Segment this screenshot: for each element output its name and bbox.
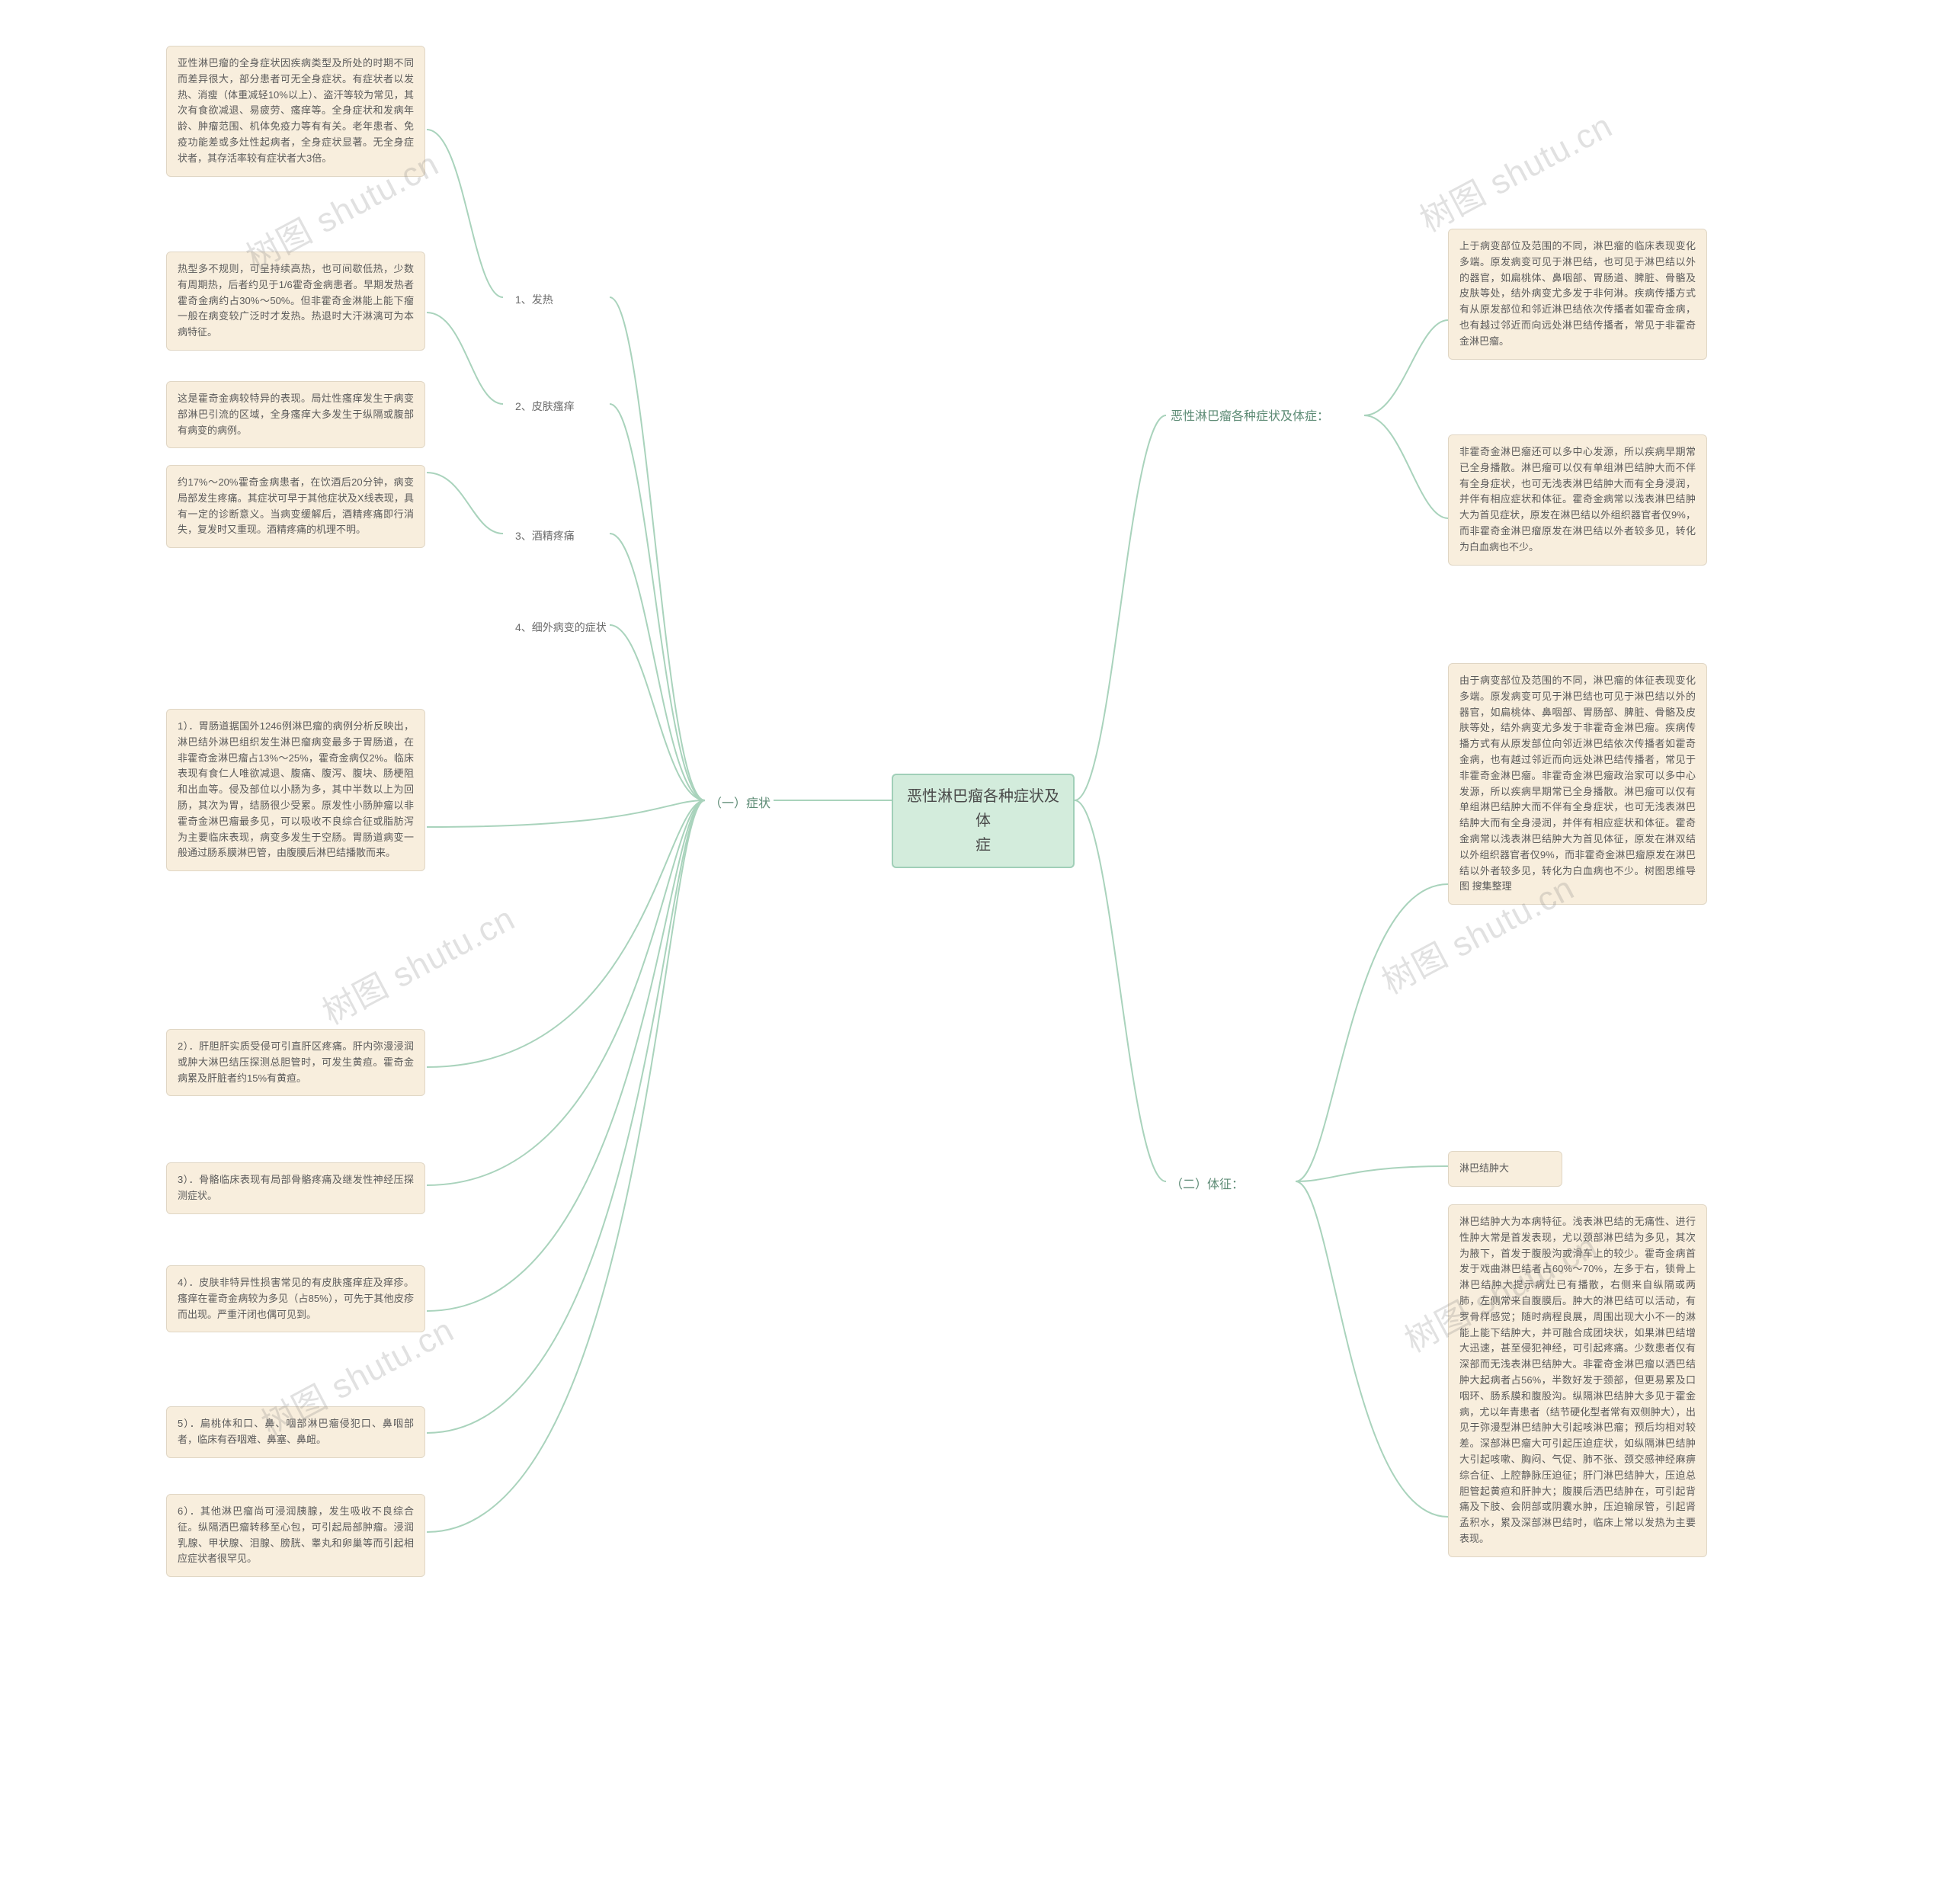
connector-path [427,800,705,1311]
leaf-l3-text: 约17%～20%霍奇金病患者，在饮酒后20分钟，病变局部发生疼痛。其症状可早于其… [178,476,414,535]
sub-fever-text: 1、发热 [515,293,553,306]
root-node: 恶性淋巴瘤各种症状及体 症 [892,774,1075,868]
connector-path [427,473,503,534]
leaf-l4: 1）．胃肠道据国外1246例淋巴瘤的病例分析反映出，淋巴结外淋巴组织发生淋巴瘤病… [166,709,425,871]
leaf-l7-text: 4）．皮肤非特异性损害常见的有皮肤瘙痒症及痒疹。瘙痒在霍奇金病较为多见（占85%… [178,1277,414,1320]
leaf-l5-text: 2）．肝胆肝实质受侵可引直肝区疼痛。肝内弥漫浸润或肿大淋巴结压探测总胆管时，可发… [178,1040,414,1084]
connector-path [1075,800,1166,1181]
right-branch1-label: 恶性淋巴瘤各种症状及体症： [1166,404,1364,430]
leaf-r1a: 上于病变部位及范围的不同，淋巴瘤的临床表现变化多端。原发病变可见于淋巴结，也可见… [1448,229,1707,360]
connector-path [427,800,705,827]
leaf-l1: 热型多不规则，可呈持续高热，也可间歇低热，少数有周期热，后者约见于1/6霍奇金病… [166,252,425,351]
connector-path [1364,320,1448,415]
connector-path [1075,415,1166,800]
sub-itch-text: 2、皮肤瘙痒 [515,400,575,412]
leaf-l8-text: 5）．扁桃体和口、鼻、咽部淋巴瘤侵犯口、鼻咽部者，临床有吞咽难、鼻塞、鼻衄。 [178,1418,414,1445]
leaf-l6-text: 3）．骨骼临床表现有局部骨骼疼痛及继发性神经压探测症状。 [178,1174,414,1201]
connector-path [610,297,705,800]
sub-alcohol-text: 3、酒精疼痛 [515,530,575,542]
sub-extra-text: 4、细外病变的症状 [515,621,607,633]
leaf-l2: 这是霍奇金病较特异的表现。局灶性瘙痒发生于病变部淋巴引流的区域，全身瘙痒大多发生… [166,381,425,448]
connector-path [610,534,705,800]
connector-path [427,800,705,1185]
leaf-r2b: 淋巴结肿大 [1448,1151,1562,1187]
connector-path [427,130,503,297]
sub-alcohol: 3、酒精疼痛 [511,524,579,547]
sub-itch: 2、皮肤瘙痒 [511,395,579,418]
leaf-r1b-text: 非霍奇金淋巴瘤还可以多中心发源，所以疾病早期常已全身播散。淋巴瘤可以仅有单组淋巴… [1459,446,1696,553]
leaf-l0: 亚性淋巴瘤的全身症状因疾病类型及所处的时期不同而差异很大，部分患者可无全身症状。… [166,46,425,177]
connector-path [427,800,705,1532]
watermark-text: 树图 shutu.cn [1410,99,1619,242]
leaf-l9-text: 6）．其他淋巴瘤尚可浸润胰腺，发生吸收不良综合征。纵隔洒巴瘤转移至心包，可引起局… [178,1505,414,1564]
connector-path [1296,1166,1448,1181]
connector-path [427,313,503,404]
leaf-r1b: 非霍奇金淋巴瘤还可以多中心发源，所以疾病早期常已全身播散。淋巴瘤可以仅有单组淋巴… [1448,434,1707,566]
right-branch2-label: （二）体征： [1166,1172,1296,1198]
sub-extra: 4、细外病变的症状 [511,616,611,639]
connector-path [427,800,705,1067]
right-branch2-text: （二）体征： [1171,1178,1244,1191]
connector-path [1296,884,1448,1181]
leaf-r1a-text: 上于病变部位及范围的不同，淋巴瘤的临床表现变化多端。原发病变可见于淋巴结，也可见… [1459,240,1696,347]
leaf-l5: 2）．肝胆肝实质受侵可引直肝区疼痛。肝内弥漫浸润或肿大淋巴结压探测总胆管时，可发… [166,1029,425,1096]
sub-fever: 1、发热 [511,288,558,311]
connector-path [610,404,705,800]
leaf-l7: 4）．皮肤非特异性损害常见的有皮肤瘙痒症及痒疹。瘙痒在霍奇金病较为多见（占85%… [166,1265,425,1332]
connector-path [1296,1181,1448,1517]
connector-path [610,625,705,800]
connector-path [1364,415,1448,518]
leaf-l3: 约17%～20%霍奇金病患者，在饮酒后20分钟，病变局部发生疼痛。其症状可早于其… [166,465,425,548]
leaf-l4-text: 1）．胃肠道据国外1246例淋巴瘤的病例分析反映出，淋巴结外淋巴组织发生淋巴瘤病… [178,720,414,858]
leaf-r2c: 淋巴结肿大为本病特征。浅表淋巴结的无痛性、进行性肿大常是首发表现，尤以颈部淋巴结… [1448,1204,1707,1557]
leaf-l9: 6）．其他淋巴瘤尚可浸润胰腺，发生吸收不良综合征。纵隔洒巴瘤转移至心包，可引起局… [166,1494,425,1577]
watermark-text: 树图 shutu.cn [312,892,522,1034]
connector-path [427,800,705,1433]
leaf-r2c-text: 淋巴结肿大为本病特征。浅表淋巴结的无痛性、进行性肿大常是首发表现，尤以颈部淋巴结… [1459,1216,1696,1544]
leaf-r2a: 由于病变部位及范围的不同，淋巴瘤的体征表现变化多端。原发病变可见于淋巴结也可见于… [1448,663,1707,905]
leaf-r2a-text: 由于病变部位及范围的不同，淋巴瘤的体征表现变化多端。原发病变可见于淋巴结也可见于… [1459,675,1696,892]
leaf-l2-text: 这是霍奇金病较特异的表现。局灶性瘙痒发生于病变部淋巴引流的区域，全身瘙痒大多发生… [178,393,414,436]
leaf-l6: 3）．骨骼临床表现有局部骨骼疼痛及继发性神经压探测症状。 [166,1162,425,1214]
leaf-r2b-text: 淋巴结肿大 [1459,1162,1509,1174]
root-title-l2: 症 [976,837,991,854]
leaf-l1-text: 热型多不规则，可呈持续高热，也可间歇低热，少数有周期热，后者约见于1/6霍奇金病… [178,263,414,338]
root-title-l1: 恶性淋巴瘤各种症状及体 [907,788,1059,829]
left-branch-label: （一）症状 [705,791,781,817]
left-branch-text: （一）症状 [710,797,770,810]
mindmap-canvas: 恶性淋巴瘤各种症状及体 症 （一）症状 1、发热 2、皮肤瘙痒 3、酒精疼痛 4… [0,0,1951,1904]
leaf-l0-text: 亚性淋巴瘤的全身症状因疾病类型及所处的时期不同而差异很大，部分患者可无全身症状。… [178,57,414,164]
right-branch1-text: 恶性淋巴瘤各种症状及体症： [1171,410,1329,423]
leaf-l8: 5）．扁桃体和口、鼻、咽部淋巴瘤侵犯口、鼻咽部者，临床有吞咽难、鼻塞、鼻衄。 [166,1406,425,1458]
